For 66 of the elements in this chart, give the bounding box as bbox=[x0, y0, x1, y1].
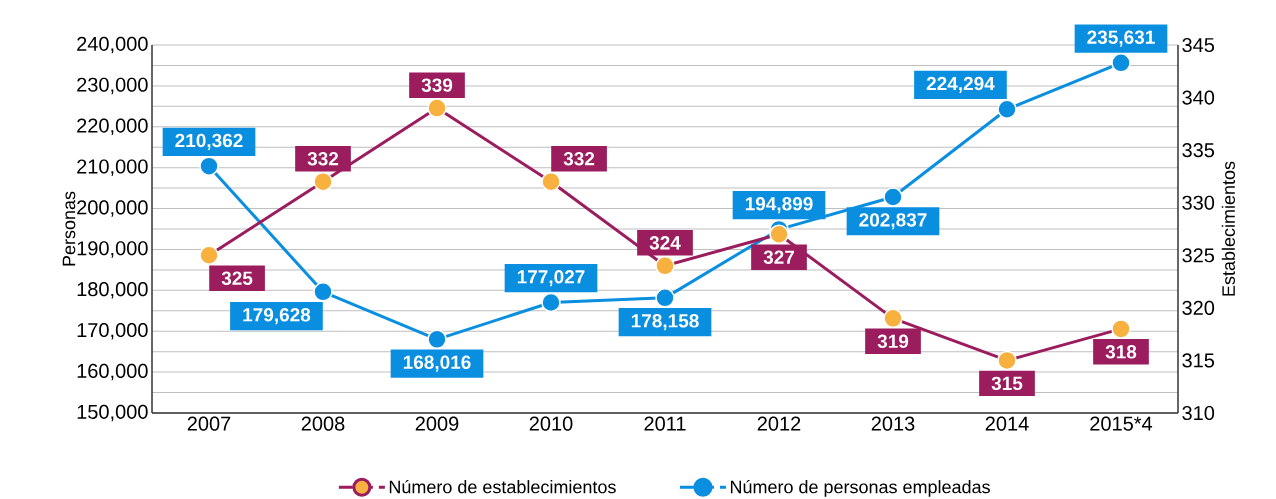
point bbox=[427, 98, 447, 118]
data-label: 325 bbox=[221, 271, 253, 285]
data-label: 332 bbox=[563, 152, 595, 166]
x-tick-label: 2014 bbox=[985, 416, 1029, 431]
y-tick-label: 210,000 bbox=[77, 159, 148, 176]
point bbox=[313, 171, 333, 192]
data-label: 327 bbox=[763, 250, 794, 264]
x-tick-label: 2009 bbox=[415, 416, 459, 431]
data-label: 315 bbox=[991, 376, 1023, 391]
y2-tick-label: 310 bbox=[1182, 405, 1215, 421]
y2-tick-label: 325 bbox=[1182, 248, 1215, 263]
point bbox=[1111, 53, 1131, 73]
y-axis-title: Personas bbox=[62, 191, 76, 266]
data-label: 210,362 bbox=[175, 133, 243, 150]
y-tick-label: 150,000 bbox=[77, 404, 148, 422]
x-tick-label: 2012 bbox=[757, 416, 801, 431]
point bbox=[199, 156, 219, 176]
point bbox=[199, 245, 219, 266]
data-label: 235,631 bbox=[1087, 30, 1155, 47]
data-label: 194,899 bbox=[745, 197, 813, 214]
x-tick-label: 2010 bbox=[529, 416, 573, 431]
y-tick-label: 220,000 bbox=[77, 118, 148, 136]
y-tick-label: 190,000 bbox=[77, 241, 148, 258]
x-tick-label: 2013 bbox=[871, 416, 915, 431]
data-label: 318 bbox=[1105, 345, 1137, 359]
point bbox=[769, 224, 789, 245]
y-tick-label: 170,000 bbox=[77, 322, 148, 340]
data-label: 168,016 bbox=[403, 355, 471, 372]
y2-tick-label: 345 bbox=[1182, 37, 1215, 53]
point bbox=[1111, 319, 1131, 339]
data-label: 178,158 bbox=[631, 314, 699, 331]
point bbox=[313, 282, 333, 302]
y2-tick-label: 315 bbox=[1182, 353, 1215, 368]
data-label: 319 bbox=[877, 334, 909, 349]
point bbox=[883, 187, 903, 207]
x-tick-label: 2011 bbox=[644, 416, 686, 431]
data-label: 179,628 bbox=[243, 308, 311, 325]
x-tick-label: 2007 bbox=[187, 416, 231, 431]
data-label: 332 bbox=[307, 152, 339, 166]
y2-tick-label: 340 bbox=[1182, 90, 1215, 105]
x-tick-label: 2008 bbox=[301, 416, 345, 431]
y-tick-label: 200,000 bbox=[77, 200, 148, 217]
y-tick-label: 240,000 bbox=[77, 36, 148, 54]
y2-axis-title: Establecimientos bbox=[1221, 161, 1235, 296]
point bbox=[655, 256, 675, 276]
data-label: 324 bbox=[649, 236, 681, 250]
point bbox=[541, 171, 561, 192]
y-tick-label: 180,000 bbox=[77, 282, 148, 299]
legend-label: Número de establecimientos bbox=[389, 479, 616, 494]
point bbox=[997, 350, 1017, 371]
y-tick-label: 160,000 bbox=[77, 363, 148, 381]
data-label: 224,294 bbox=[926, 76, 995, 94]
y-tick-label: 230,000 bbox=[77, 77, 148, 95]
legend-label: Número de personas empleadas bbox=[730, 479, 990, 497]
x-tick-label: 2015*4 bbox=[1090, 416, 1153, 431]
point bbox=[883, 308, 903, 329]
point bbox=[427, 329, 447, 350]
point bbox=[997, 99, 1017, 119]
point bbox=[541, 292, 561, 313]
y2-tick-label: 335 bbox=[1182, 143, 1215, 158]
data-label: 339 bbox=[421, 78, 453, 92]
data-label: 177,027 bbox=[517, 270, 585, 287]
y2-tick-label: 330 bbox=[1182, 195, 1215, 210]
y2-tick-label: 320 bbox=[1182, 300, 1215, 315]
point bbox=[655, 288, 675, 308]
data-label: 202,837 bbox=[859, 213, 927, 230]
